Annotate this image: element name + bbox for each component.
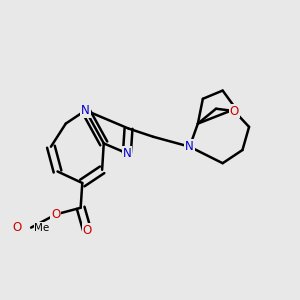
Text: O: O: [51, 208, 61, 221]
Text: N: N: [81, 104, 90, 117]
Text: O: O: [82, 224, 92, 237]
Text: Me: Me: [34, 223, 50, 232]
Text: O: O: [12, 221, 21, 234]
Text: N: N: [122, 147, 131, 160]
Text: N: N: [185, 140, 194, 153]
Text: O: O: [230, 104, 239, 118]
